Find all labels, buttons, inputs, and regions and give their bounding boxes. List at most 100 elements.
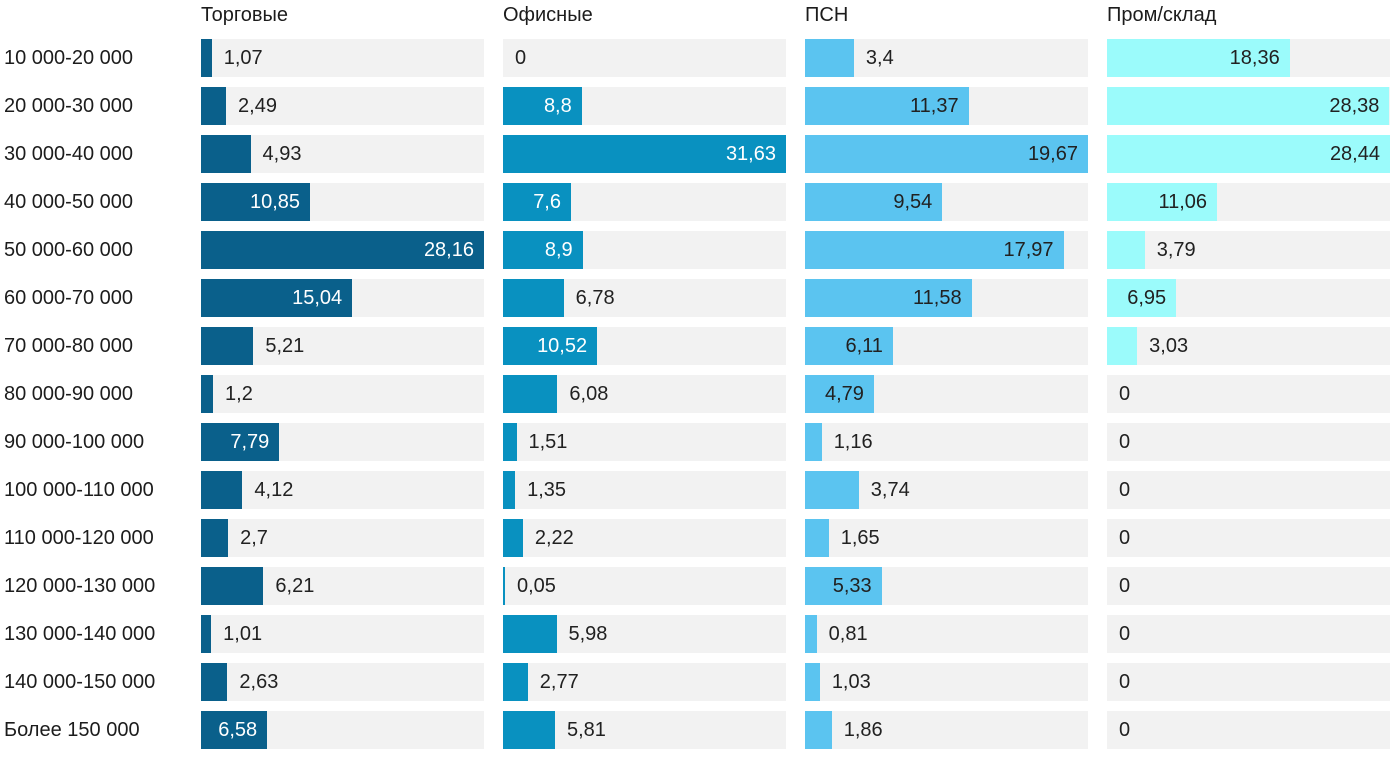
bar-track: 7,6 (503, 183, 786, 221)
bar-value: 28,16 (423, 239, 474, 261)
bar-track: 6,95 (1107, 279, 1390, 317)
bar-track: 0 (1107, 471, 1390, 509)
bar-value: 10,52 (537, 335, 588, 357)
row-label: 90 000-100 000 (4, 430, 145, 453)
bar-track: 0,05 (503, 567, 786, 605)
row-label: 50 000-60 000 (4, 238, 134, 261)
chart-row: 10 000-20 000 1,07 0 3,4 18,36 (0, 39, 1390, 77)
bar-track: 0 (1107, 567, 1390, 605)
column-header-psn: ПСН (805, 4, 849, 26)
bar (805, 711, 832, 749)
column-header-torgovye: Торговые (201, 4, 289, 26)
bar (805, 327, 893, 365)
column-header-ofisnye: Офисные (503, 4, 593, 26)
bar-track: 0 (1107, 375, 1390, 413)
bar (805, 519, 829, 557)
row-label: 10 000-20 000 (4, 46, 134, 69)
bar-track: 6,21 (201, 567, 484, 605)
bar (1107, 183, 1218, 221)
bar-track: 0,81 (805, 615, 1088, 653)
bar-value: 1,2 (225, 383, 253, 405)
bar-track: 1,65 (805, 519, 1088, 557)
bar-track: 1,07 (201, 39, 484, 77)
bar-value: 31,63 (725, 143, 776, 165)
chart-row: 130 000-140 000 1,01 5,98 0,81 0 (0, 615, 1390, 653)
bar-track: 0 (1107, 519, 1390, 557)
bar-track: 8,8 (503, 87, 786, 125)
bar (201, 39, 212, 77)
bar (805, 567, 882, 605)
bar-track: 6,08 (503, 375, 786, 413)
bar-track: 5,81 (503, 711, 786, 749)
bar-track: 0 (1107, 663, 1390, 701)
bar-track: 3,79 (1107, 231, 1390, 269)
bar-track: 1,2 (201, 375, 484, 413)
bar-value: 17,97 (1003, 239, 1054, 261)
bar-value: 5,21 (265, 335, 305, 357)
bar-value: 4,93 (262, 143, 302, 165)
bar-value: 5,33 (832, 575, 872, 597)
bar-track: 2,22 (503, 519, 786, 557)
column-headers: Торговые Офисные ПСН Пром/склад (0, 0, 1390, 39)
bar (201, 423, 280, 461)
chart-row: 60 000-70 000 15,04 6,78 11,58 6,95 (0, 279, 1390, 317)
bar-value: 2,22 (534, 527, 574, 549)
bar-value: 11,37 (910, 95, 959, 117)
bar-track: 5,21 (201, 327, 484, 365)
bar-track: 0 (1107, 615, 1390, 653)
row-label: 140 000-150 000 (4, 670, 156, 693)
row-label: 110 000-120 000 (4, 526, 154, 549)
bar-track: 17,97 (805, 231, 1088, 269)
bar (503, 615, 557, 653)
bar-value: 7,79 (230, 431, 270, 453)
bar-value: 0 (515, 47, 527, 69)
bar (805, 135, 1088, 173)
chart-row: Более 150 000 6,58 5,81 1,86 0 (0, 711, 1390, 749)
row-label: 120 000-130 000 (4, 574, 156, 597)
bar (805, 471, 859, 509)
bar-value: 8,9 (544, 239, 573, 261)
bar-track: 15,04 (201, 279, 484, 317)
bar-track: 4,93 (201, 135, 484, 173)
bar-track: 5,98 (503, 615, 786, 653)
bar-track: 1,35 (503, 471, 786, 509)
bar-track: 2,63 (201, 663, 484, 701)
row-label: 80 000-90 000 (4, 382, 134, 405)
bar-track: 9,54 (805, 183, 1088, 221)
bar (201, 183, 311, 221)
bar (201, 519, 229, 557)
row-label: 70 000-80 000 (4, 334, 134, 357)
bar-track: 10,52 (503, 327, 786, 365)
bar-value: 9,54 (893, 191, 933, 213)
row-label: 130 000-140 000 (4, 622, 156, 645)
bar-value: 11,06 (1158, 191, 1208, 213)
bar (805, 663, 820, 701)
bar-value: 6,95 (1127, 287, 1167, 309)
bar (805, 375, 874, 413)
bar-value: 1,03 (831, 671, 871, 693)
bar-track: 4,79 (805, 375, 1088, 413)
bar-value: 18,36 (1229, 47, 1280, 69)
bar (503, 567, 505, 605)
bar (201, 279, 353, 317)
row-label: 30 000-40 000 (4, 142, 134, 165)
bar-value: 6,08 (569, 383, 609, 405)
bar-track: 18,36 (1107, 39, 1390, 77)
row-label: 40 000-50 000 (4, 190, 134, 213)
bar-track: 19,67 (805, 135, 1088, 173)
bar (201, 711, 268, 749)
bar (201, 87, 227, 125)
bar-value: 1,86 (843, 719, 883, 741)
bar-value: 8,8 (543, 95, 572, 117)
bar (503, 519, 523, 557)
bar-track: 28,44 (1107, 135, 1390, 173)
bar-value: 0 (1119, 575, 1131, 597)
bar-track: 2,49 (201, 87, 484, 125)
row-label: 20 000-30 000 (4, 94, 134, 117)
bar-track: 11,06 (1107, 183, 1390, 221)
row-label: 100 000-110 000 (4, 478, 154, 501)
bar-value: 28,44 (1329, 143, 1380, 165)
chart-row: 120 000-130 000 6,21 0,05 5,33 0 (0, 567, 1390, 605)
bar (805, 423, 822, 461)
bar (503, 183, 571, 221)
